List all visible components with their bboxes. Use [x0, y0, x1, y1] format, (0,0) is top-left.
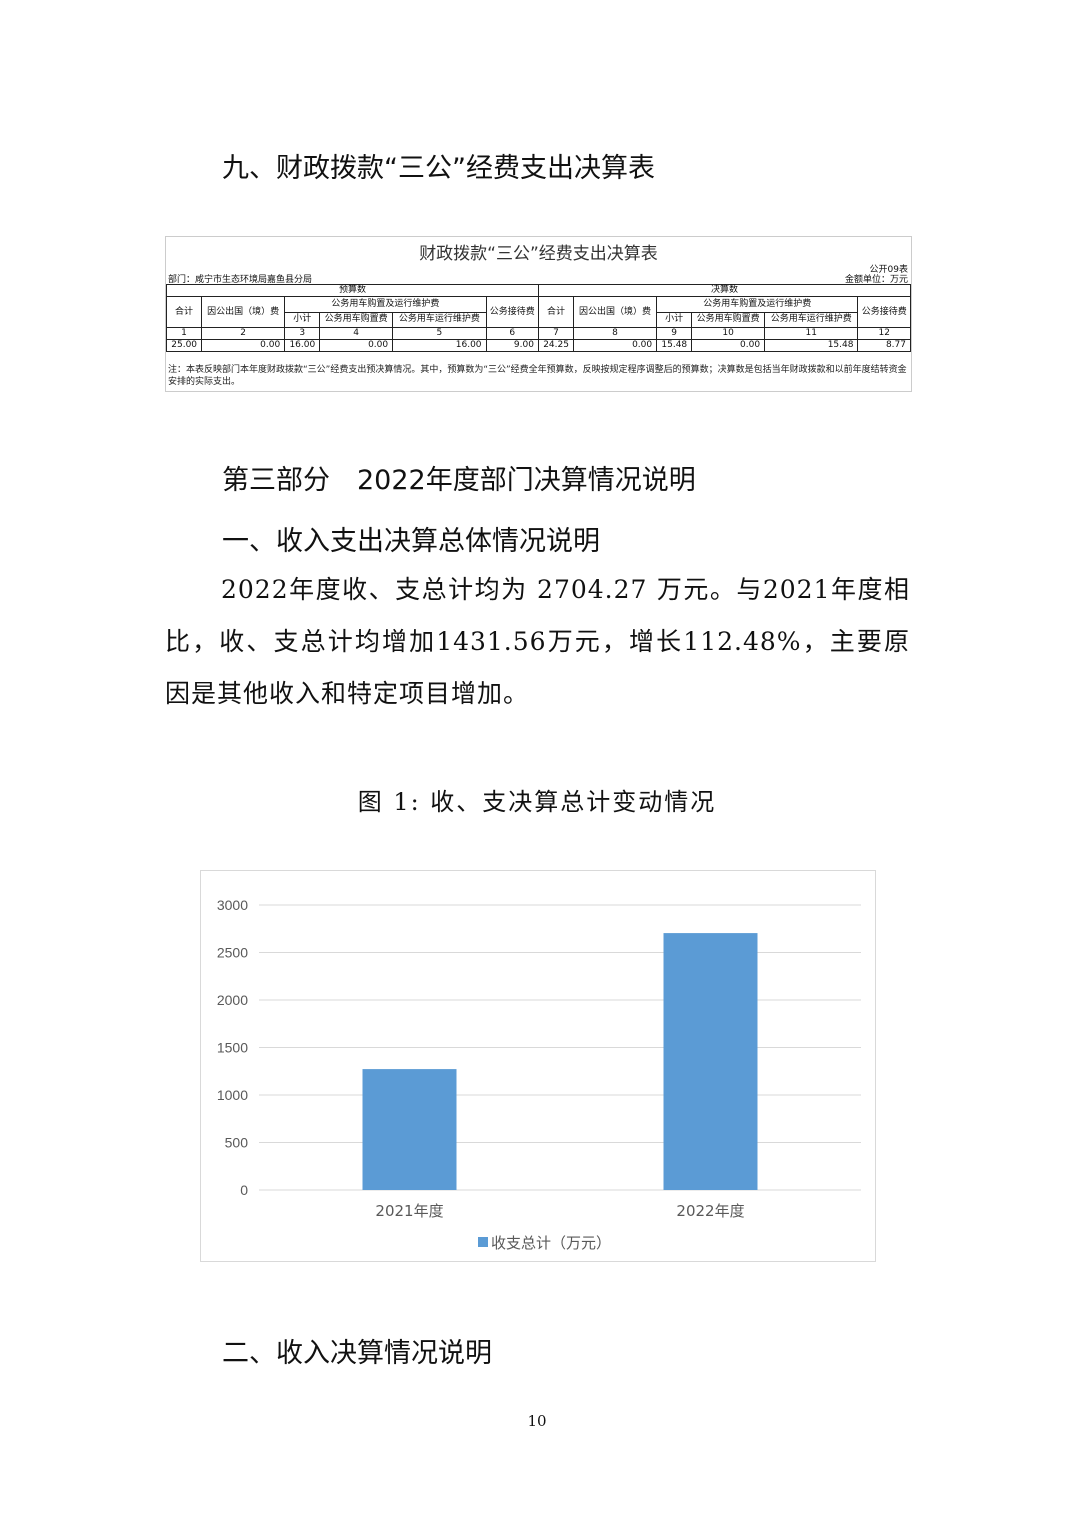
header-budget: 预算数 [166, 284, 539, 297]
table-cell: 10 [691, 327, 766, 340]
table-cell: 小计 [656, 311, 693, 328]
table-cell: 因公出国（境）费 [201, 296, 286, 328]
table-cell: 15.48 [764, 339, 859, 352]
table-cell: 公务接待费 [857, 296, 911, 328]
table-cell: 公务用车购置费 [319, 311, 394, 328]
y-tick-label: 1000 [217, 1087, 248, 1103]
table-cell: 12 [857, 327, 911, 340]
table-cell: 0.00 [201, 339, 286, 352]
y-tick-label: 0 [240, 1182, 248, 1198]
table-cell: 公务用车购置及运行维护费 [284, 296, 487, 313]
table-cell: 公务接待费 [485, 296, 539, 328]
table-cell: 合计 [165, 296, 203, 328]
table-cell: 公务用车购置费 [691, 311, 766, 328]
table-cell: 公务用车运行维护费 [764, 311, 859, 328]
table-cell: 公务用车运行维护费 [392, 311, 487, 328]
bar [362, 1069, 457, 1190]
table-cell: 5 [392, 327, 487, 340]
bar [663, 933, 758, 1190]
table-cell: 25.00 [165, 339, 203, 352]
part-heading: 第三部分 2022年度部门决算情况说明 [222, 465, 696, 496]
y-tick-label: 1500 [217, 1040, 248, 1056]
table-cell: 小计 [284, 311, 321, 328]
y-tick-label: 3000 [217, 897, 248, 913]
form-number: 公开09表 [869, 265, 908, 275]
table-cell: 8 [572, 327, 658, 340]
table-cell: 8.77 [857, 339, 911, 352]
table-title: 财政拨款“三公”经费支出决算表 [419, 244, 658, 264]
table-cell: 合计 [537, 296, 574, 328]
y-tick-label: 2000 [217, 992, 248, 1008]
table-note: 注：本表反映部门本年度财政拨款“三公”经费支出预决算情况。其中，预算数为“三公”… [168, 365, 907, 387]
header-final: 决算数 [537, 284, 912, 297]
table-cell: 15.48 [656, 339, 693, 352]
y-tick-label: 2500 [217, 945, 248, 961]
y-tick-label: 500 [225, 1135, 249, 1151]
table-cell: 16.00 [392, 339, 487, 352]
three-public-expense-table: 财政拨款“三公”经费支出决算表 公开09表 部门：咸宁市生态环境局嘉鱼县分局 金… [165, 236, 912, 392]
table-cell: 7 [537, 327, 574, 340]
section-heading: 一、收入支出决算总体情况说明 [222, 526, 600, 557]
table-cell: 16.00 [284, 339, 321, 352]
table-cell: 因公出国（境）费 [572, 296, 658, 328]
table-cell: 9 [656, 327, 693, 340]
x-tick-label: 2021年度 [375, 1202, 443, 1220]
table-cell: 3 [284, 327, 321, 340]
table: 预算数 决算数 合计 因公出国（境）费 公务用车购置及运行维护费 公务接待费 合计 因公出国… [165, 284, 912, 352]
table-cell: 6 [485, 327, 539, 340]
department: 部门：咸宁市生态环境局嘉鱼县分局 [168, 275, 313, 285]
section-heading: 二、收入决算情况说明 [222, 1338, 492, 1369]
section-heading: 九、财政拨款“三公”经费支出决算表 [222, 153, 655, 184]
table-cell: 4 [319, 327, 394, 340]
table-cell: 9.00 [485, 339, 539, 352]
figure-caption: 图 1: 收、支决算总计变动情况 [357, 788, 717, 816]
table-cell: 1 [165, 327, 203, 340]
unit: 金额单位：万元 [844, 275, 908, 285]
table-cell: 2 [201, 327, 286, 340]
x-tick-label: 2022年度 [676, 1202, 744, 1220]
paragraph: 2022年度收、支总计均为 2704.27 万元。与2021年度相比，收、支总计… [165, 564, 910, 720]
table-cell: 0.00 [319, 339, 394, 352]
legend-swatch [478, 1237, 488, 1247]
table-cell: 公务用车购置及运行维护费 [656, 296, 859, 313]
table-cell: 24.25 [537, 339, 574, 352]
legend-label: 收支总计（万元） [491, 1234, 611, 1252]
paragraph-text: 2022年度收、支总计均为 2704.27 万元。与2021年度相比，收、支总计… [165, 575, 910, 708]
table-cell: 11 [764, 327, 859, 340]
page-number: 10 [527, 1412, 547, 1430]
table-cell: 0.00 [691, 339, 766, 352]
bar-chart: 0 500 1000 1500 2000 2500 3000 2021年度 2022年度收支总计… [200, 870, 876, 1262]
table-cell: 0.00 [572, 339, 658, 352]
